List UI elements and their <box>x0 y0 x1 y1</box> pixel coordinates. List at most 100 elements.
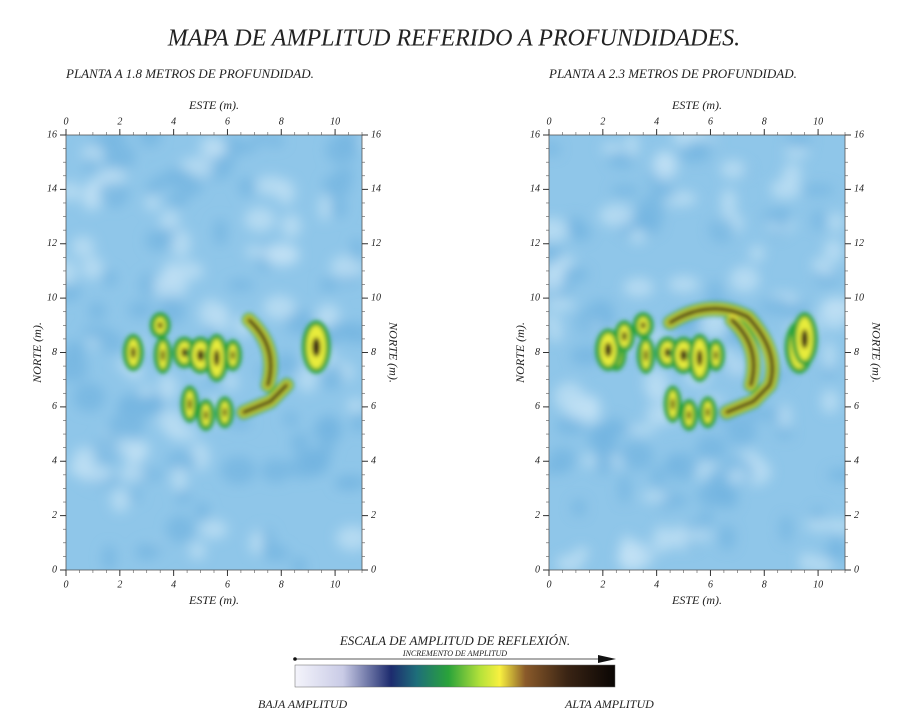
texture-blob <box>318 194 331 222</box>
texture-blob <box>556 554 584 570</box>
texture-blob <box>100 142 136 172</box>
y-axis-label-left: NORTE (m). <box>513 322 527 384</box>
y-tick-label: 2 <box>52 510 57 521</box>
texture-blob <box>350 237 362 263</box>
x-tick-label: 10 <box>813 116 823 127</box>
anomaly-peak <box>213 349 220 367</box>
texture-blob <box>134 399 150 410</box>
texture-blob <box>126 490 143 502</box>
y-axis-label-right: NORTE (m). <box>869 321 883 383</box>
texture-blob <box>720 159 747 179</box>
anomalies <box>595 301 818 431</box>
anomaly-ring <box>667 306 775 415</box>
texture-blob <box>648 188 677 200</box>
texture-blob <box>770 179 802 200</box>
texture-blob <box>625 135 639 158</box>
x-tick-label: 10 <box>330 579 340 590</box>
texture-blob <box>166 451 198 472</box>
anomaly-ring <box>241 317 290 415</box>
anomaly-peak <box>196 349 205 362</box>
texture-blob <box>811 257 828 272</box>
texture-blob <box>629 228 646 244</box>
anomaly-peak <box>696 349 703 367</box>
texture-blob <box>593 448 614 475</box>
texture-blob <box>320 363 345 389</box>
y-tick-label: 4 <box>371 456 376 467</box>
texture-blob <box>340 135 362 149</box>
texture-blob <box>253 135 266 146</box>
y-tick-label: 14 <box>47 184 57 195</box>
texture-blob <box>549 243 565 263</box>
texture-blob <box>266 135 285 148</box>
x-tick-label: 8 <box>762 579 767 590</box>
y-tick-label: 8 <box>854 347 859 358</box>
y-tick-label: 4 <box>52 456 57 467</box>
anomalies <box>122 312 331 431</box>
y-tick-label: 6 <box>535 401 540 412</box>
y-tick-label: 6 <box>371 401 376 412</box>
arrow-tail <box>293 657 297 661</box>
x-tick-label: 6 <box>225 579 230 590</box>
y-tick-label: 16 <box>371 129 381 140</box>
texture-blob <box>549 463 570 474</box>
texture-blob <box>273 353 299 376</box>
x-tick-label: 2 <box>117 579 122 590</box>
y-tick-label: 12 <box>47 238 57 249</box>
texture-blob <box>195 501 210 522</box>
anomaly-peak <box>130 346 136 359</box>
texture-blob <box>610 185 640 197</box>
texture-blob <box>110 488 130 513</box>
texture-blob <box>138 135 162 148</box>
texture-blob <box>322 174 352 198</box>
anomaly-peak <box>714 350 718 361</box>
texture-blob <box>641 490 670 503</box>
y-tick-label: 4 <box>854 456 859 467</box>
texture-blob <box>157 373 178 401</box>
texture-blob <box>144 194 161 211</box>
x-tick-label: 2 <box>600 116 605 127</box>
texture-blob <box>725 357 749 377</box>
texture-blob <box>828 211 844 233</box>
texture-blob <box>92 435 119 465</box>
texture-blob <box>290 432 310 454</box>
texture-blob <box>102 269 117 287</box>
y-tick-label: 14 <box>854 184 864 195</box>
x-axis-label-top: ESTE (m). <box>671 98 722 112</box>
texture-blob <box>118 396 134 413</box>
texture-blob <box>145 229 170 252</box>
texture-blob <box>695 434 728 462</box>
texture-blob <box>718 524 736 551</box>
x-axis-label-bottom: ESTE (m). <box>671 593 722 607</box>
panel-subtitle: PLANTA A 1.8 METROS DE PROFUNDIDAD. <box>65 66 314 81</box>
texture-blob <box>826 468 845 482</box>
texture-blob <box>280 213 302 238</box>
texture-blob <box>73 382 106 412</box>
texture-blob <box>297 366 317 393</box>
texture-blob <box>618 474 631 504</box>
x-tick-label: 6 <box>225 116 230 127</box>
texture-blob <box>96 332 124 353</box>
x-tick-label: 0 <box>547 579 552 590</box>
anomaly-peak <box>157 321 163 329</box>
texture-blob <box>823 238 844 264</box>
texture-blob <box>782 163 802 184</box>
texture-blob <box>255 175 286 196</box>
texture-blob <box>566 215 585 237</box>
x-tick-label: 0 <box>64 579 69 590</box>
texture-blob <box>668 275 700 293</box>
texture-blob <box>774 427 794 439</box>
texture-blob <box>66 282 82 301</box>
y-tick-label: 2 <box>854 510 859 521</box>
texture-blob <box>312 416 343 445</box>
y-tick-label: 2 <box>535 510 540 521</box>
y-axis-label-right: NORTE (m). <box>386 321 400 383</box>
texture-blob <box>189 541 206 560</box>
legend-title: ESCALA DE AMPLITUD DE REFLEXIÓN. <box>339 633 570 648</box>
texture-blob <box>549 142 560 156</box>
texture-blob <box>573 546 590 560</box>
texture-blob <box>80 256 104 280</box>
texture-blob <box>626 424 657 435</box>
legend-high: ALTA AMPLITUD <box>564 697 654 711</box>
texture-blob <box>199 298 223 328</box>
texture-blob <box>749 245 765 262</box>
